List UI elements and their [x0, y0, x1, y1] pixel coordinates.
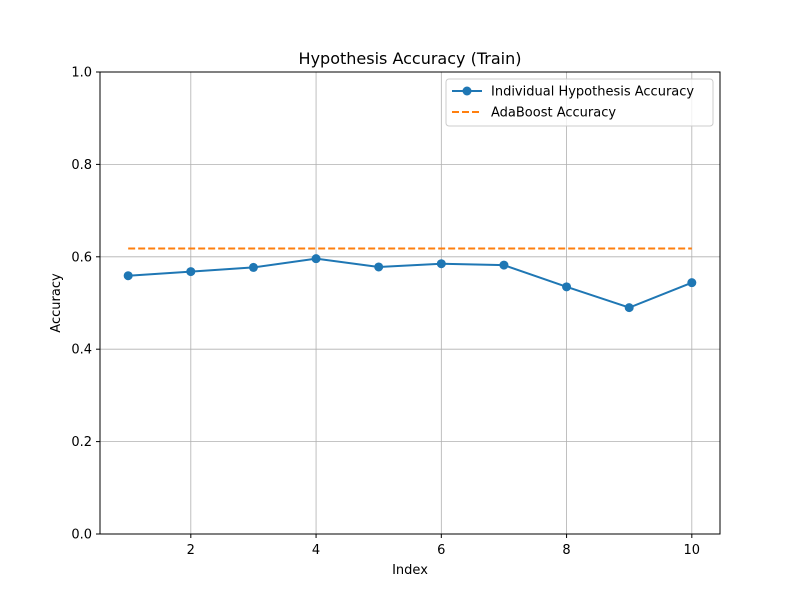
y-tick-label: 0.6 [71, 250, 92, 265]
chart-legend: Individual Hypothesis Accuracy AdaBoost … [445, 78, 714, 127]
plot-frame [99, 71, 721, 535]
data-point-marker [436, 259, 446, 269]
data-point-marker [311, 254, 321, 264]
data-point-marker [374, 262, 384, 272]
data-point-marker [248, 262, 258, 272]
data-point-marker [499, 260, 509, 270]
y-tick-label: 1.0 [71, 66, 92, 81]
y-tick-label: 0.0 [71, 528, 92, 543]
legend-label-individual: Individual Hypothesis Accuracy [491, 85, 694, 100]
x-tick-label: 2 [187, 543, 195, 558]
data-point-marker [624, 303, 634, 313]
x-tick-label: 8 [562, 543, 570, 558]
x-axis-label: Index [392, 563, 428, 578]
x-tick-label: 6 [437, 543, 445, 558]
data-point-marker [123, 271, 133, 281]
legend-marker-individual [462, 86, 472, 96]
series-group [123, 247, 697, 313]
legend-box [445, 78, 714, 127]
data-point-marker [687, 278, 697, 288]
x-tick-label: 4 [312, 543, 320, 558]
data-point-marker [562, 282, 572, 292]
axes [96, 71, 721, 538]
legend-label-adaboost: AdaBoost Accuracy [491, 106, 616, 121]
y-axis-label: Accuracy [49, 273, 64, 333]
series-line-individual [128, 257, 693, 309]
y-tick-label: 0.2 [71, 435, 92, 450]
x-tick-label: 10 [684, 543, 701, 558]
tick-labels: 2 4 6 8 10 0.0 0.2 0.4 0.6 0.8 1.0 [71, 66, 700, 559]
y-tick-label: 0.8 [71, 158, 92, 173]
chart-title: Hypothesis Accuracy (Train) [299, 49, 522, 68]
data-point-marker [186, 267, 196, 277]
y-tick-label: 0.4 [71, 343, 92, 358]
